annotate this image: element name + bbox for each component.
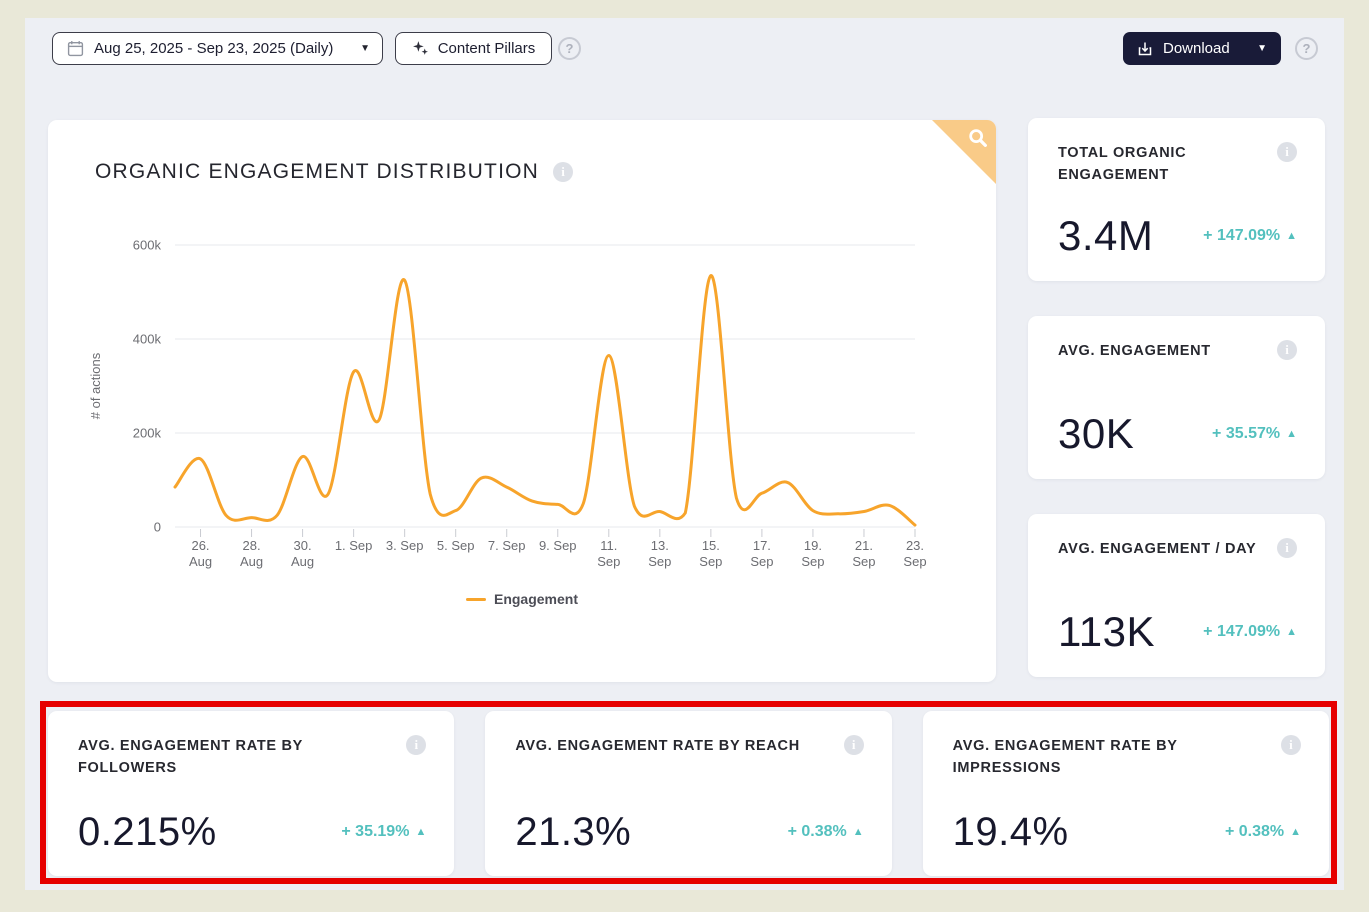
calendar-icon (67, 40, 84, 57)
svg-text:Aug: Aug (189, 554, 212, 569)
kpi-title: AVG. ENGAGEMENT / DAY (1058, 541, 1257, 557)
trend-up-icon: ▲ (852, 826, 864, 838)
svg-text:15.: 15. (702, 538, 720, 553)
help-icon[interactable]: ? (558, 37, 581, 60)
rate-card-reach: AVG. ENGAGEMENT RATE BY REACH i 21.3% + … (485, 711, 892, 876)
svg-text:Sep: Sep (648, 554, 671, 569)
rate-value: 21.3% (515, 810, 632, 854)
info-icon[interactable]: i (1277, 142, 1297, 162)
info-icon[interactable]: i (1280, 735, 1301, 755)
content-pillars-button[interactable]: Content Pillars (395, 32, 552, 65)
info-icon[interactable]: i (406, 735, 427, 755)
kpi-delta: + 35.57% ▲ (1212, 425, 1297, 443)
svg-text:# of actions: # of actions (88, 352, 103, 419)
download-icon (1137, 41, 1153, 57)
svg-text:Sep: Sep (699, 554, 722, 569)
svg-text:Aug: Aug (291, 554, 314, 569)
kpi-title: AVG. ENGAGEMENT (1058, 343, 1211, 359)
trend-up-icon: ▲ (1286, 626, 1297, 638)
chart-zoom-ribbon[interactable] (932, 120, 996, 184)
kpi-value: 3.4M (1058, 212, 1154, 259)
content-pillars-label: Content Pillars (437, 40, 536, 57)
legend-item-engagement[interactable]: Engagement (493, 591, 578, 607)
kpi-title: TOTAL ORGANIC ENGAGEMENT (1058, 145, 1187, 184)
kpi-card-avg-engagement-per-day: AVG. ENGAGEMENT / DAY i 113K + 147.09% ▲ (1028, 514, 1325, 677)
svg-text:9. Sep: 9. Sep (539, 538, 577, 553)
svg-text:19.: 19. (804, 538, 822, 553)
highlight-annotation-box: AVG. ENGAGEMENT RATE BY FOLLOWERS i 0.21… (40, 701, 1337, 884)
rate-value: 19.4% (952, 810, 1069, 854)
dashboard-panel: Aug 25, 2025 - Sep 23, 2025 (Daily) ▼ Co… (25, 18, 1344, 890)
engagement-distribution-card: ORGANIC ENGAGEMENT DISTRIBUTION i 0 200k 4… (48, 120, 996, 682)
rate-delta: + 35.19% ▲ (341, 823, 426, 841)
delta-value: + 0.38% (787, 823, 847, 840)
svg-text:17.: 17. (753, 538, 771, 553)
svg-text:11.: 11. (600, 538, 617, 553)
trend-up-icon: ▲ (415, 826, 427, 838)
svg-text:1. Sep: 1. Sep (335, 538, 373, 553)
chevron-down-icon: ▼ (1257, 42, 1267, 54)
trend-up-icon: ▲ (1290, 826, 1301, 838)
chart-legend: Engagement (48, 591, 996, 607)
svg-text:Sep: Sep (750, 554, 773, 569)
rate-card-followers: AVG. ENGAGEMENT RATE BY FOLLOWERS i 0.21… (48, 711, 455, 876)
date-range-label: Aug 25, 2025 - Sep 23, 2025 (Daily) (94, 40, 334, 57)
download-label: Download (1163, 40, 1230, 57)
chevron-down-icon: ▼ (360, 42, 370, 54)
help-icon[interactable]: ? (1295, 37, 1318, 60)
delta-value: + 35.57% (1212, 425, 1281, 442)
svg-text:0: 0 (154, 520, 161, 535)
rate-title: AVG. ENGAGEMENT RATE BY IMPRESSIONS (952, 738, 1178, 777)
svg-text:28.: 28. (243, 538, 261, 553)
sparkles-icon (412, 40, 429, 57)
svg-text:Sep: Sep (597, 554, 620, 569)
rate-value: 0.215% (78, 810, 217, 854)
download-button[interactable]: Download ▼ (1123, 32, 1281, 65)
svg-text:Sep: Sep (903, 554, 926, 569)
rate-title: AVG. ENGAGEMENT RATE BY FOLLOWERS (78, 738, 303, 777)
svg-text:400k: 400k (133, 332, 162, 347)
svg-text:5. Sep: 5. Sep (437, 538, 475, 553)
svg-text:600k: 600k (133, 238, 162, 253)
rate-card-impressions: AVG. ENGAGEMENT RATE BY IMPRESSIONS i 19… (922, 711, 1329, 876)
kpi-card-avg-engagement: AVG. ENGAGEMENT i 30K + 35.57% ▲ (1028, 316, 1325, 479)
trend-up-icon: ▲ (1286, 428, 1297, 440)
info-icon[interactable]: i (843, 735, 864, 755)
delta-value: + 35.19% (341, 823, 410, 840)
info-icon[interactable]: i (1277, 340, 1297, 360)
date-range-picker[interactable]: Aug 25, 2025 - Sep 23, 2025 (Daily) ▼ (52, 32, 383, 65)
svg-text:Aug: Aug (240, 554, 263, 569)
trend-up-icon: ▲ (1286, 230, 1297, 242)
svg-text:30.: 30. (294, 538, 312, 553)
rate-delta: + 0.38% ▲ (788, 823, 864, 841)
svg-text:7. Sep: 7. Sep (488, 538, 526, 553)
svg-text:26.: 26. (191, 538, 209, 553)
rate-delta: + 0.38% ▲ (1225, 823, 1301, 841)
svg-text:13.: 13. (651, 538, 669, 553)
kpi-value: 30K (1058, 410, 1135, 457)
svg-text:Sep: Sep (801, 554, 824, 569)
kpi-delta: + 147.09% ▲ (1203, 623, 1297, 641)
svg-text:23.: 23. (906, 538, 924, 553)
legend-line-marker (465, 597, 486, 601)
svg-text:3. Sep: 3. Sep (386, 538, 424, 553)
delta-value: + 0.38% (1224, 823, 1285, 840)
svg-text:21.: 21. (855, 538, 873, 553)
kpi-value: 113K (1058, 608, 1155, 655)
rate-title: AVG. ENGAGEMENT RATE BY REACH (515, 738, 800, 754)
svg-text:Sep: Sep (852, 554, 875, 569)
chart-title: ORGANIC ENGAGEMENT DISTRIBUTION (95, 160, 540, 183)
kpi-card-total-organic-engagement: TOTAL ORGANIC ENGAGEMENT i 3.4M + 147.09… (1028, 118, 1325, 281)
kpi-delta: + 147.09% ▲ (1203, 227, 1297, 245)
info-icon[interactable]: i (553, 162, 574, 182)
info-icon[interactable]: i (1277, 538, 1297, 558)
svg-text:200k: 200k (133, 426, 162, 441)
magnifier-icon (969, 129, 987, 147)
delta-value: + 147.09% (1203, 227, 1281, 244)
delta-value: + 147.09% (1203, 623, 1281, 640)
